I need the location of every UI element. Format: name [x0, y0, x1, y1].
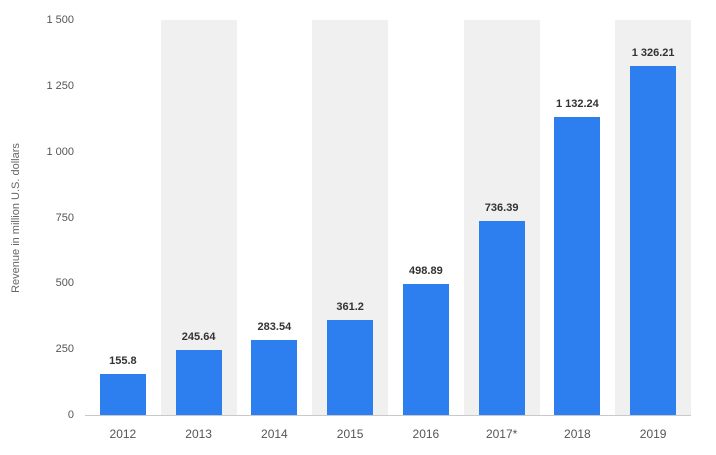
bar-value-label: 498.89: [409, 265, 443, 277]
bar[interactable]: [554, 117, 601, 415]
x-axis-label: 2017*: [485, 427, 518, 441]
bar-value-label: 283.54: [257, 321, 292, 333]
x-axis-label: 2012: [109, 427, 137, 441]
bar-column: 283.54 2014: [237, 20, 313, 441]
x-axis-label: 2014: [261, 427, 288, 441]
y-tick-label: 250: [55, 343, 74, 356]
x-axis-label: 2013: [185, 427, 212, 441]
bar[interactable]: [402, 284, 449, 415]
bar[interactable]: [478, 221, 525, 415]
y-tick-label: 750: [55, 211, 74, 224]
x-axis-label: 2019: [639, 427, 667, 441]
x-axis-label: 2018: [564, 427, 591, 441]
bar-column: 361.2 2015: [312, 20, 388, 441]
bar-column: 245.64 2013: [160, 20, 237, 441]
y-tick-label: 1 250: [46, 79, 74, 92]
bar-column: 1 326.21 2019: [615, 20, 691, 441]
bar-value-label: 155.8: [109, 355, 137, 367]
bar-column: 736.39 2017*: [463, 20, 540, 441]
bar-value-label: 736.39: [484, 202, 519, 214]
bar[interactable]: [251, 340, 298, 415]
y-tick-label: 500: [55, 277, 74, 290]
plot-area: 155.8 2012 245.64 2013 283.54 2014 361.2 2015 49…: [85, 20, 691, 441]
bar-value-label: 1 132.24: [555, 98, 599, 110]
y-tick-label: 0: [67, 409, 74, 421]
bar[interactable]: [175, 350, 222, 415]
y-axis-ticks: 0 250 500 750 1 000 1 250 1 500: [30, 14, 80, 421]
bar-column: 498.89 2016: [388, 20, 464, 441]
bar[interactable]: [630, 66, 677, 415]
x-axis-label: 2016: [412, 427, 440, 441]
bar[interactable]: [99, 374, 146, 415]
bar-column: 1 132.24 2018: [540, 20, 616, 441]
y-tick-label: 1 500: [46, 14, 74, 26]
bar-value-label: 361.2: [336, 301, 364, 313]
bar-column: 155.8 2012: [85, 20, 161, 441]
bar-value-label: 245.64: [181, 331, 216, 343]
bar-value-label: 1 326.21: [631, 47, 675, 59]
x-axis-label: 2015: [336, 427, 364, 441]
y-tick-label: 1 000: [46, 145, 74, 158]
bar[interactable]: [327, 320, 374, 415]
y-axis-title: Revenue in million U.S. dollars: [10, 143, 22, 293]
